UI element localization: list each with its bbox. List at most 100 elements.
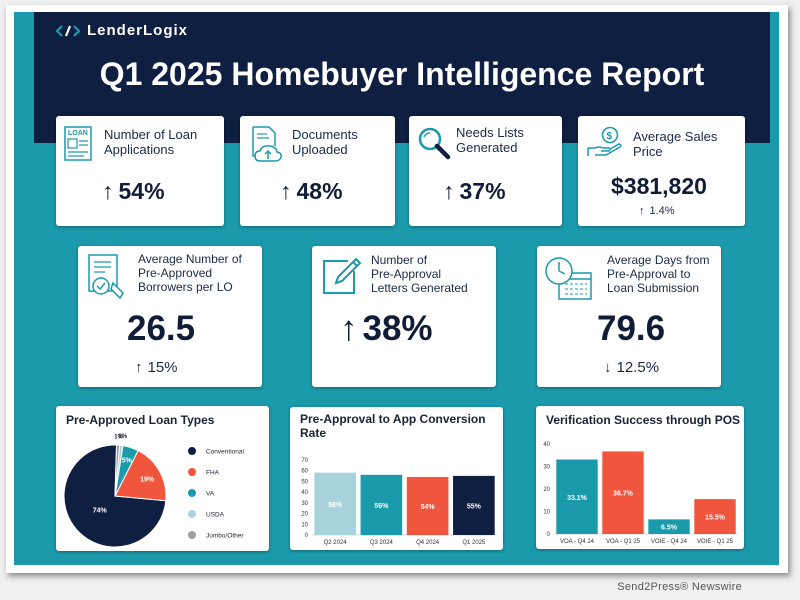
x-tick-label: Q1 2025: [462, 540, 486, 546]
bar-value-label: 36.7%: [613, 491, 634, 498]
stat-card-average-sales-price: $ Average Sales Price $381,820 ↑ 1.4%: [578, 116, 745, 226]
stat-card-borrowers-per-lo: Average Number of Pre-Approved Borrowers…: [78, 246, 262, 387]
bar-value-label: 15.5%: [705, 515, 726, 522]
arrow-up-icon: ↑: [340, 309, 358, 348]
chart-card-verification: Verification Success through POS 0 10 20 30…: [536, 406, 744, 549]
stat-change-text: 15%: [147, 359, 178, 376]
magnifier-icon: [418, 127, 451, 160]
x-tick-label: VOA - Q1 25: [606, 539, 641, 545]
pie-slice-label: 74%: [93, 508, 108, 515]
y-tick-label: 70: [301, 458, 308, 464]
bar-value-label: 6.5%: [661, 525, 678, 532]
stat-value: 26.5: [127, 309, 195, 349]
stat-value: $381,820: [611, 173, 707, 200]
bar: [648, 519, 690, 534]
stat-value-text: 54%: [118, 178, 165, 204]
pen-edit-icon: [323, 257, 362, 294]
stat-value: ↑ 37%: [443, 178, 506, 205]
x-tick-label: VOA - Q4 24: [560, 539, 595, 545]
y-tick-label: 40: [543, 442, 550, 448]
logo-text: LenderLogix: [87, 22, 189, 39]
pie-slice: [114, 449, 167, 502]
pie-chart: 74% 19% 5% 1%1% Conventional FHA VA USDA Jumbo/O…: [63, 434, 244, 548]
stat-label: Average Days from Pre-Approval to Loan S…: [607, 253, 710, 295]
stat-change: ↑ 1.4%: [639, 205, 675, 217]
stat-label-text: Average Number of Pre-Approved Borrowers…: [138, 252, 242, 294]
legend-swatch: [188, 468, 196, 476]
legend-label: Jumbo/Other: [206, 533, 244, 540]
y-tick-label: 60: [301, 469, 308, 475]
stat-card-documents-uploaded: Documents Uploaded ↑ 48%: [240, 116, 395, 226]
bar: [453, 475, 495, 535]
stat-label-text: Average Days from Pre-Approval to Loan S…: [607, 253, 710, 295]
bar: [602, 451, 644, 534]
bar-value-label: 33.1%: [567, 495, 588, 502]
chart-card-conversion-rate: Pre-Approval to App Conversion Rate 0 10 2…: [290, 407, 503, 550]
stat-change-text: 1.4%: [649, 205, 675, 217]
conversion-bar-chart: 0 10 20 30 40 50 60 70 58% Q2 2024 56% Q3 2024 54% Q4…: [301, 458, 497, 546]
lenderlogix-logo: LenderLogix: [56, 22, 188, 39]
bar-value-label: 56%: [374, 503, 389, 510]
report-title: Q1 2025 Homebuyer Intelligence Report: [99, 56, 705, 92]
bar: [694, 499, 736, 534]
y-tick-label: 30: [301, 501, 308, 507]
stat-label-text: Needs Lists Generated: [456, 125, 524, 155]
stat-change-text: 12.5%: [616, 359, 660, 376]
arrow-up-icon: ↑: [135, 359, 143, 376]
document-upload-icon: [252, 126, 282, 162]
footer-credit: Send2Press® Newswire: [617, 581, 742, 593]
stat-label: Number of Loan Applications: [104, 127, 197, 158]
arrow-up-icon: ↑: [280, 178, 292, 204]
y-tick-label: 30: [543, 465, 550, 471]
stat-value: 79.6: [597, 309, 665, 349]
stat-change: ↑ 15%: [135, 359, 178, 376]
bar: [406, 476, 449, 535]
y-tick-label: 20: [301, 512, 308, 518]
chart-title: Pre-Approval to App Conversion Rate: [300, 412, 486, 440]
stat-card-pre-approval-letters: Number of Pre-Approval Letters Generated…: [312, 246, 496, 387]
stat-change: ↓ 12.5%: [604, 359, 659, 376]
chart-title: Verification Success through POS: [546, 413, 741, 427]
arrow-up-icon: ↑: [639, 205, 645, 217]
loan-application-icon: LOAN: [64, 126, 92, 161]
stat-label-text: Average Sales Price: [633, 129, 718, 159]
stat-label: Average Sales Price: [633, 129, 718, 160]
y-tick-label: 20: [543, 487, 550, 493]
stat-value-text: $381,820: [611, 173, 707, 199]
pie-slice-label: 19%: [140, 476, 155, 483]
approved-document-icon: [88, 254, 124, 300]
y-tick-label: 10: [543, 510, 550, 516]
verification-bar-chart: 0 10 20 30 40 33.1% VOA - Q4 24 36.7% VOA - Q1 2…: [543, 442, 738, 545]
legend-swatch: [188, 447, 196, 455]
y-tick-label: 0: [305, 533, 309, 539]
stat-label: Average Number of Pre-Approved Borrowers…: [138, 252, 242, 294]
stat-value: ↑ 54%: [102, 178, 165, 205]
bar: [314, 472, 356, 535]
hand-money-icon: $: [587, 126, 622, 156]
stat-value-text: 26.5: [127, 309, 196, 348]
svg-text:LOAN: LOAN: [68, 130, 88, 137]
stat-value-text: 37%: [459, 178, 506, 204]
legend-label: USDA: [206, 512, 225, 519]
stat-label-text: Number of Pre-Approval Letters Generated: [371, 253, 468, 295]
y-tick-label: 40: [301, 490, 308, 496]
bar: [556, 459, 598, 534]
x-tick-label: Q3 2024: [370, 540, 394, 546]
y-tick-label: 10: [301, 522, 308, 528]
pie-slice: [114, 444, 121, 497]
arrow-up-icon: ↑: [102, 178, 114, 204]
chart-card-loan-types: Pre-Approved Loan Types 74% 19% 5% 1% 1% Conv…: [56, 406, 269, 551]
code-brackets-icon: [56, 24, 80, 37]
legend-swatch: [188, 510, 196, 518]
y-tick-label: 0: [547, 532, 551, 538]
legend-label: Conventional: [206, 449, 244, 456]
arrow-down-icon: ↓: [604, 359, 612, 376]
stat-value: ↑ 38%: [340, 309, 433, 349]
x-tick-label: Q2 2024: [324, 540, 348, 546]
x-tick-label: VOIE - Q4 24: [651, 539, 688, 545]
x-tick-label: VOIE - Q1 25: [697, 539, 734, 545]
legend-swatch: [188, 531, 196, 539]
stat-value-text: 79.6: [597, 309, 666, 348]
bar: [360, 474, 403, 535]
bar-value-label: 54%: [421, 504, 436, 511]
